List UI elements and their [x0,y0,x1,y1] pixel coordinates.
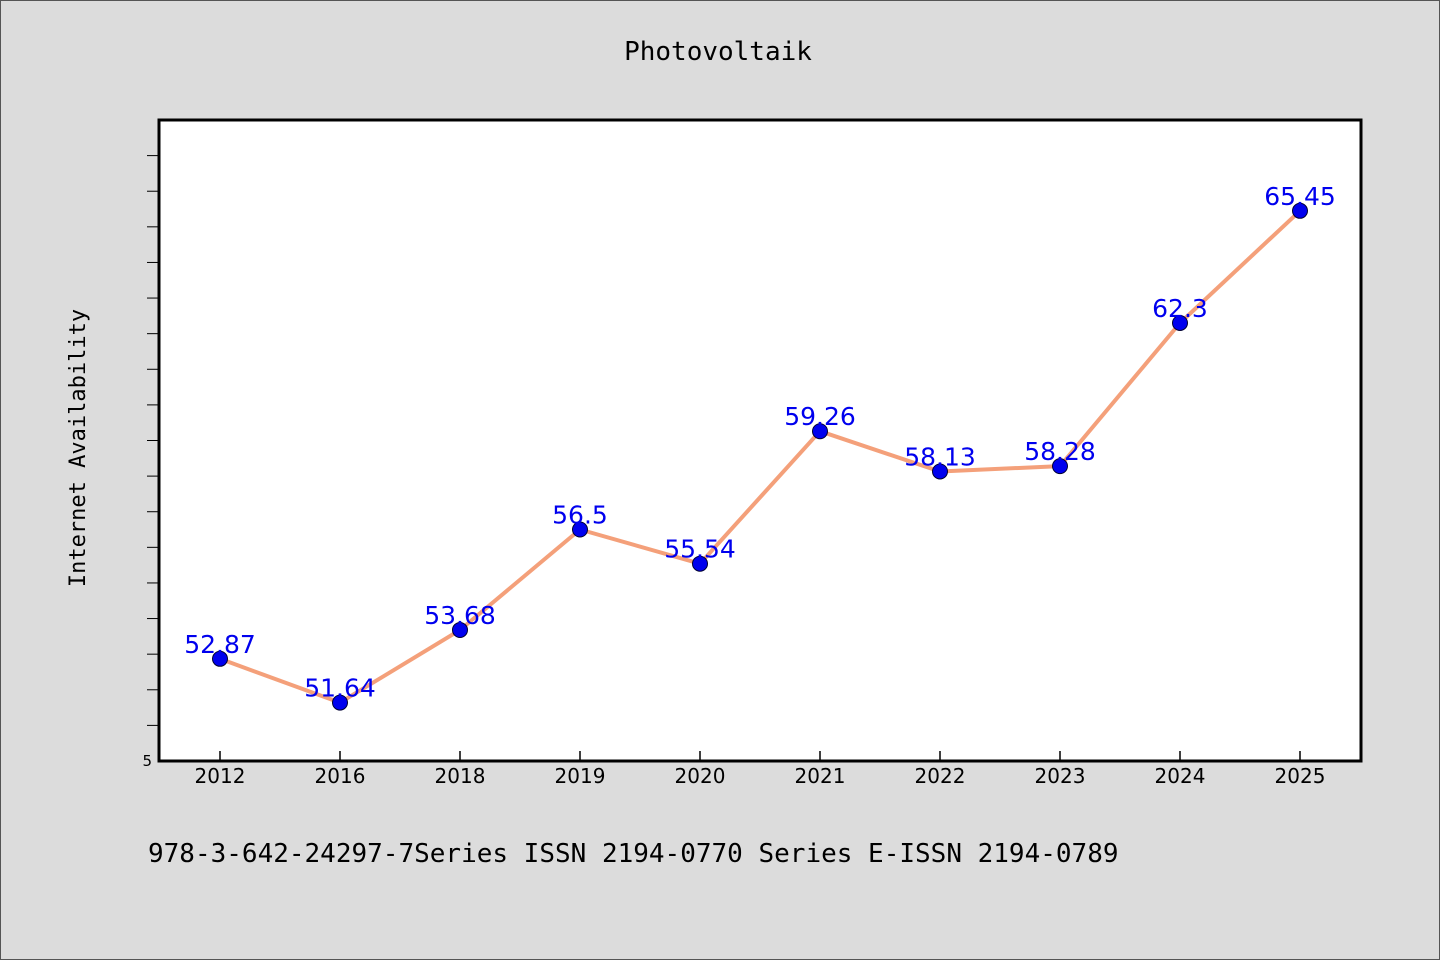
data-point [452,621,468,638]
x-tick-label: 2019 [555,764,606,788]
x-tick-label: 2021 [795,764,846,788]
x-tick-label: 2020 [675,764,726,788]
x-tick-label: 2012 [195,764,246,788]
data-point [812,423,828,440]
x-tick-label: 2018 [435,764,486,788]
data-point [1052,458,1068,475]
data-point [692,555,708,572]
data-label: 62.3 [1152,294,1208,323]
series-layer: 52.87 51.64 53.68 56.5 55.54 59.26 58.13 58.28 6… [184,182,1336,711]
data-point [1292,202,1308,219]
data-label: 55.54 [664,535,736,564]
x-tick-label: 2016 [315,764,366,788]
data-label: 52.87 [184,630,256,659]
data-label: 51.64 [304,674,376,703]
plot-area [157,118,1363,763]
chart-title: Photovoltaik [624,37,812,67]
data-label: 56.5 [552,501,608,530]
y-axis-label: Internet Availability [66,309,91,587]
x-tick-label: 2022 [915,764,966,788]
x-tick-label: 2025 [1275,764,1326,788]
data-label: 58.13 [904,442,976,471]
data-label: 59.26 [784,402,856,431]
x-tick-label: 2023 [1035,764,1086,788]
data-point [932,463,948,480]
y-axis-ticks: 5 [142,155,159,770]
data-label: 58.28 [1024,437,1096,466]
data-label: 65.45 [1264,182,1336,211]
data-label: 53.68 [424,601,496,630]
y-tick-label: 5 [142,752,152,770]
x-tick-label: 2024 [1155,764,1206,788]
data-point [572,521,588,538]
series-line [219,209,1302,705]
x-axis-ticks: 2012 2016 2018 2019 2020 2021 2022 2023 2024 2025 [195,751,1326,788]
data-point [1172,314,1188,331]
data-point [212,650,228,667]
isbn-caption: 978-3-642-24297-7Series ISSN 2194-0770 S… [148,839,1119,869]
data-point [332,694,348,711]
